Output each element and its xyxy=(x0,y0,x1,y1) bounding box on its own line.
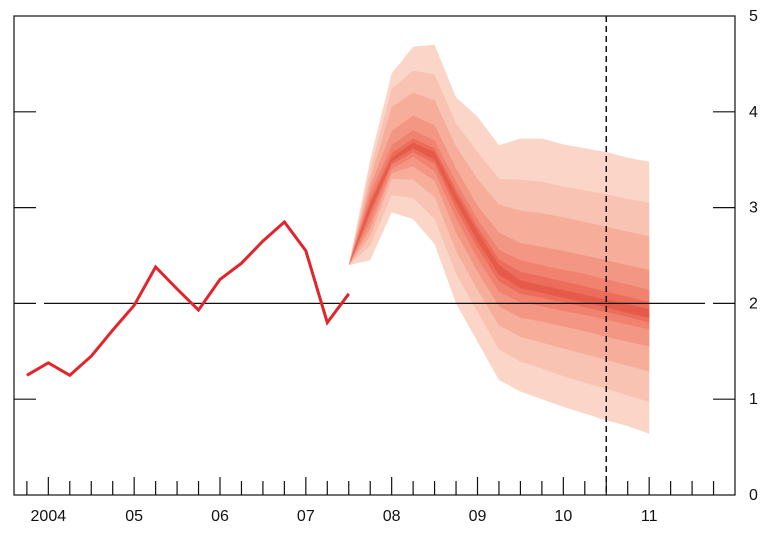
y-tick-label: 3 xyxy=(749,200,758,217)
y-tick-label: 0 xyxy=(749,487,758,504)
x-tick-label: 09 xyxy=(469,508,487,525)
y-tick-label: 4 xyxy=(749,104,758,121)
x-tick-label: 08 xyxy=(383,508,401,525)
x-tick-label: 10 xyxy=(554,508,572,525)
x-tick-label: 06 xyxy=(211,508,229,525)
x-tick-label: 07 xyxy=(297,508,315,525)
y-tick-label: 1 xyxy=(749,391,758,408)
y-tick-label: 5 xyxy=(749,8,758,25)
x-tick-label: 11 xyxy=(641,508,658,525)
y-tick-label: 2 xyxy=(749,295,758,312)
x-tick-label: 05 xyxy=(125,508,143,525)
x-tick-label: 2004 xyxy=(31,508,67,525)
